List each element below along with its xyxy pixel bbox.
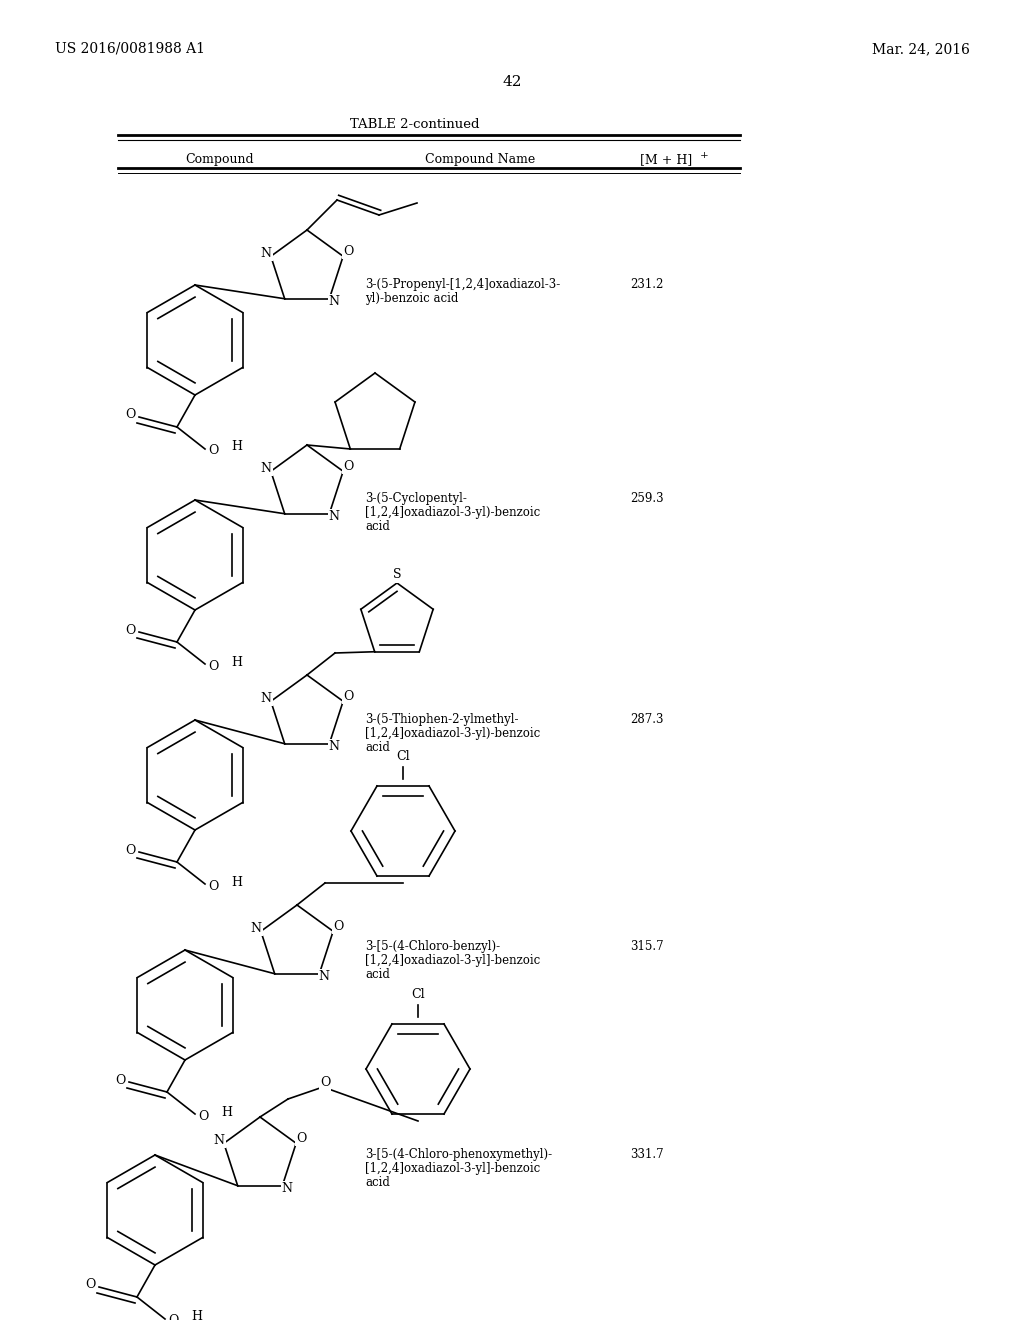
Text: O: O [296, 1131, 306, 1144]
Text: N: N [260, 247, 271, 260]
Text: 231.2: 231.2 [630, 279, 664, 290]
Text: O: O [208, 660, 218, 672]
Text: [1,2,4]oxadiazol-3-yl]-benzoic: [1,2,4]oxadiazol-3-yl]-benzoic [365, 1162, 541, 1175]
Text: N: N [329, 296, 340, 309]
Text: 287.3: 287.3 [630, 713, 664, 726]
Text: H: H [231, 875, 242, 888]
Text: N: N [213, 1134, 224, 1147]
Text: O: O [208, 445, 218, 458]
Text: Compound Name: Compound Name [425, 153, 536, 166]
Text: O: O [343, 690, 353, 702]
Text: N: N [318, 970, 330, 983]
Text: N: N [250, 921, 261, 935]
Text: acid: acid [365, 968, 390, 981]
Text: O: O [319, 1077, 330, 1089]
Text: O: O [168, 1315, 178, 1320]
Text: O: O [125, 408, 135, 421]
Text: H: H [231, 441, 242, 454]
Text: +: + [700, 150, 709, 160]
Text: N: N [260, 692, 271, 705]
Text: Cl: Cl [412, 987, 425, 1001]
Text: O: O [198, 1110, 208, 1122]
Text: Compound: Compound [185, 153, 254, 166]
Text: [1,2,4]oxadiazol-3-yl)-benzoic: [1,2,4]oxadiazol-3-yl)-benzoic [365, 506, 541, 519]
Text: 331.7: 331.7 [630, 1148, 664, 1162]
Text: yl)-benzoic acid: yl)-benzoic acid [365, 292, 459, 305]
Text: O: O [208, 879, 218, 892]
Text: US 2016/0081988 A1: US 2016/0081988 A1 [55, 42, 205, 55]
Text: [1,2,4]oxadiazol-3-yl]-benzoic: [1,2,4]oxadiazol-3-yl]-benzoic [365, 954, 541, 968]
Text: TABLE 2-continued: TABLE 2-continued [350, 117, 480, 131]
Text: 259.3: 259.3 [630, 492, 664, 506]
Text: N: N [282, 1183, 293, 1195]
Text: acid: acid [365, 1176, 390, 1189]
Text: 3-[5-(4-Chloro-phenoxymethyl)-: 3-[5-(4-Chloro-phenoxymethyl)- [365, 1148, 552, 1162]
Text: N: N [260, 462, 271, 475]
Text: O: O [115, 1073, 125, 1086]
Text: 3-(5-Propenyl-[1,2,4]oxadiazol-3-: 3-(5-Propenyl-[1,2,4]oxadiazol-3- [365, 279, 560, 290]
Text: Mar. 24, 2016: Mar. 24, 2016 [872, 42, 970, 55]
Text: 3-(5-Cyclopentyl-: 3-(5-Cyclopentyl- [365, 492, 467, 506]
Text: acid: acid [365, 741, 390, 754]
Text: acid: acid [365, 520, 390, 533]
Text: O: O [333, 920, 343, 933]
Text: N: N [329, 511, 340, 523]
Text: [1,2,4]oxadiazol-3-yl)-benzoic: [1,2,4]oxadiazol-3-yl)-benzoic [365, 727, 541, 741]
Text: Cl: Cl [396, 750, 410, 763]
Text: O: O [125, 843, 135, 857]
Text: [M + H]: [M + H] [640, 153, 692, 166]
Text: H: H [221, 1106, 232, 1118]
Text: O: O [85, 1279, 95, 1291]
Text: 3-[5-(4-Chloro-benzyl)-: 3-[5-(4-Chloro-benzyl)- [365, 940, 500, 953]
Text: N: N [329, 741, 340, 754]
Text: H: H [191, 1311, 202, 1320]
Text: O: O [343, 244, 353, 257]
Text: 42: 42 [502, 75, 522, 88]
Text: H: H [231, 656, 242, 668]
Text: 315.7: 315.7 [630, 940, 664, 953]
Text: O: O [125, 623, 135, 636]
Text: 3-(5-Thiophen-2-ylmethyl-: 3-(5-Thiophen-2-ylmethyl- [365, 713, 518, 726]
Text: O: O [343, 459, 353, 473]
Text: S: S [393, 569, 401, 582]
